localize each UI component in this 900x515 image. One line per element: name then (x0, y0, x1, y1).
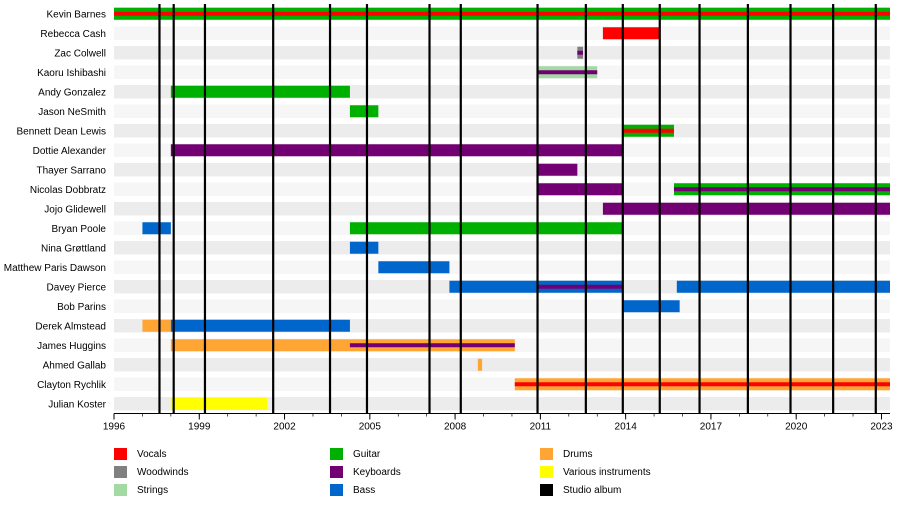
legend-item-album: Studio album (540, 484, 621, 496)
legend-item-various: Various instruments (540, 466, 651, 478)
member-label: James Huggins (37, 341, 106, 352)
member-label: Zac Colwell (54, 48, 106, 59)
tenure-bar-stripe (537, 284, 623, 289)
tenure-bar (676, 280, 890, 293)
x-tick-label: 1999 (188, 422, 211, 433)
x-tick-label: 2020 (785, 422, 808, 433)
member-label: Jojo Glidewell (44, 204, 106, 215)
legend-item-keyboards: Keyboards (330, 466, 401, 478)
member-label: Bennett Dean Lewis (16, 126, 106, 137)
row-band (114, 65, 890, 79)
legend-label: Drums (563, 448, 593, 460)
member-label: Nina Grøttland (41, 243, 106, 254)
row-band (114, 358, 890, 372)
tenure-bar (602, 202, 890, 215)
row-band (114, 397, 890, 411)
tenure-bar (170, 144, 623, 157)
legend-label: Various instruments (563, 466, 651, 478)
x-tick-label: 2008 (444, 422, 467, 433)
row-band (114, 241, 890, 255)
member-label: Derek Almstead (35, 321, 106, 332)
tenure-bar (378, 261, 450, 274)
x-tick-label: 1996 (103, 422, 126, 433)
member-label: Matthew Paris Dawson (4, 263, 106, 274)
tenure-bar (602, 27, 660, 40)
legend-swatch (114, 484, 127, 496)
tenure-bar-stripe (349, 343, 515, 348)
tenure-bar-stripe (514, 382, 890, 387)
member-label: Bryan Poole (52, 224, 107, 235)
row-band (114, 26, 890, 40)
member-label: Ahmed Gallab (43, 360, 107, 371)
legend-swatch (114, 466, 127, 478)
member-label: Dottie Alexander (33, 146, 107, 157)
member-label: Andy Gonzalez (38, 87, 106, 98)
x-tick-label: 2005 (359, 422, 382, 433)
legend-item-guitar: Guitar (330, 448, 380, 460)
tenure-bar-stripe (577, 50, 584, 55)
timeline-chart: 1996 1999 2002 2005 2008 2011 2014 2017 2020 2023… (4, 4, 893, 433)
tenure-bar (349, 105, 379, 118)
member-label: Julian Koster (48, 399, 106, 410)
legend-label: Bass (353, 484, 376, 496)
member-label: Kevin Barnes (47, 9, 106, 20)
row-band (114, 46, 890, 60)
row-band (114, 104, 890, 118)
tenure-bar-stripe (537, 70, 598, 75)
tenure-bar (170, 85, 350, 98)
member-label: Kaoru Ishibashi (37, 68, 106, 79)
legend-label: Guitar (353, 448, 381, 460)
x-tick-label: 2017 (700, 422, 723, 433)
legend-swatch (330, 448, 343, 460)
member-label: Thayer Sarrano (37, 165, 107, 176)
member-label: Clayton Rychlik (37, 380, 107, 391)
member-label: Nicolas Dobbratz (30, 185, 106, 196)
legend-swatch (330, 466, 343, 478)
member-label: Bob Parins (57, 302, 106, 313)
legend-label: Strings (137, 484, 169, 496)
member-label: Davey Pierce (47, 282, 107, 293)
legend-label: Studio album (563, 484, 622, 496)
tenure-bar (537, 183, 623, 196)
legend-swatch (540, 484, 553, 496)
tenure-bar (449, 280, 623, 293)
legend-swatch (330, 484, 343, 496)
legend-label: Keyboards (353, 466, 401, 478)
tenure-bar-stripe (673, 187, 890, 192)
tenure-bar (142, 319, 171, 332)
legend-swatch (540, 466, 553, 478)
legend-label: Vocals (137, 448, 167, 460)
x-tick-label: 2023 (870, 422, 893, 433)
legend-item-bass: Bass (330, 484, 375, 496)
member-label: Jason NeSmith (38, 107, 106, 118)
tenure-bar (622, 300, 680, 313)
tenure-bar (537, 163, 578, 176)
x-tick-label: 2011 (530, 422, 552, 433)
row-band (114, 260, 890, 274)
legend-item-vocals: Vocals (114, 448, 166, 460)
row-band (114, 124, 890, 138)
legend-item-drums: Drums (540, 448, 592, 460)
x-tick-label: 2014 (615, 422, 638, 433)
legend-item-woodwinds: Woodwinds (114, 466, 189, 478)
legend-label: Woodwinds (137, 466, 189, 478)
tenure-bar (170, 319, 350, 332)
tenure-bar (142, 222, 171, 235)
row-band (114, 299, 890, 313)
tenure-bar (349, 222, 623, 235)
tenure-bar (477, 358, 483, 371)
x-tick-label: 2002 (273, 422, 296, 433)
legend-swatch (540, 448, 553, 460)
row-band (114, 163, 890, 177)
member-label: Rebecca Cash (40, 29, 106, 40)
tenure-bar-stripe (622, 128, 674, 133)
legend: Vocals Woodwinds Strings Guitar Keyboards Bas… (0, 448, 900, 508)
legend-item-strings: Strings (114, 484, 168, 496)
tenure-bar (170, 397, 268, 410)
tenure-bar-stripe (114, 11, 890, 16)
tenure-bar (349, 241, 379, 254)
legend-swatch (114, 448, 127, 460)
